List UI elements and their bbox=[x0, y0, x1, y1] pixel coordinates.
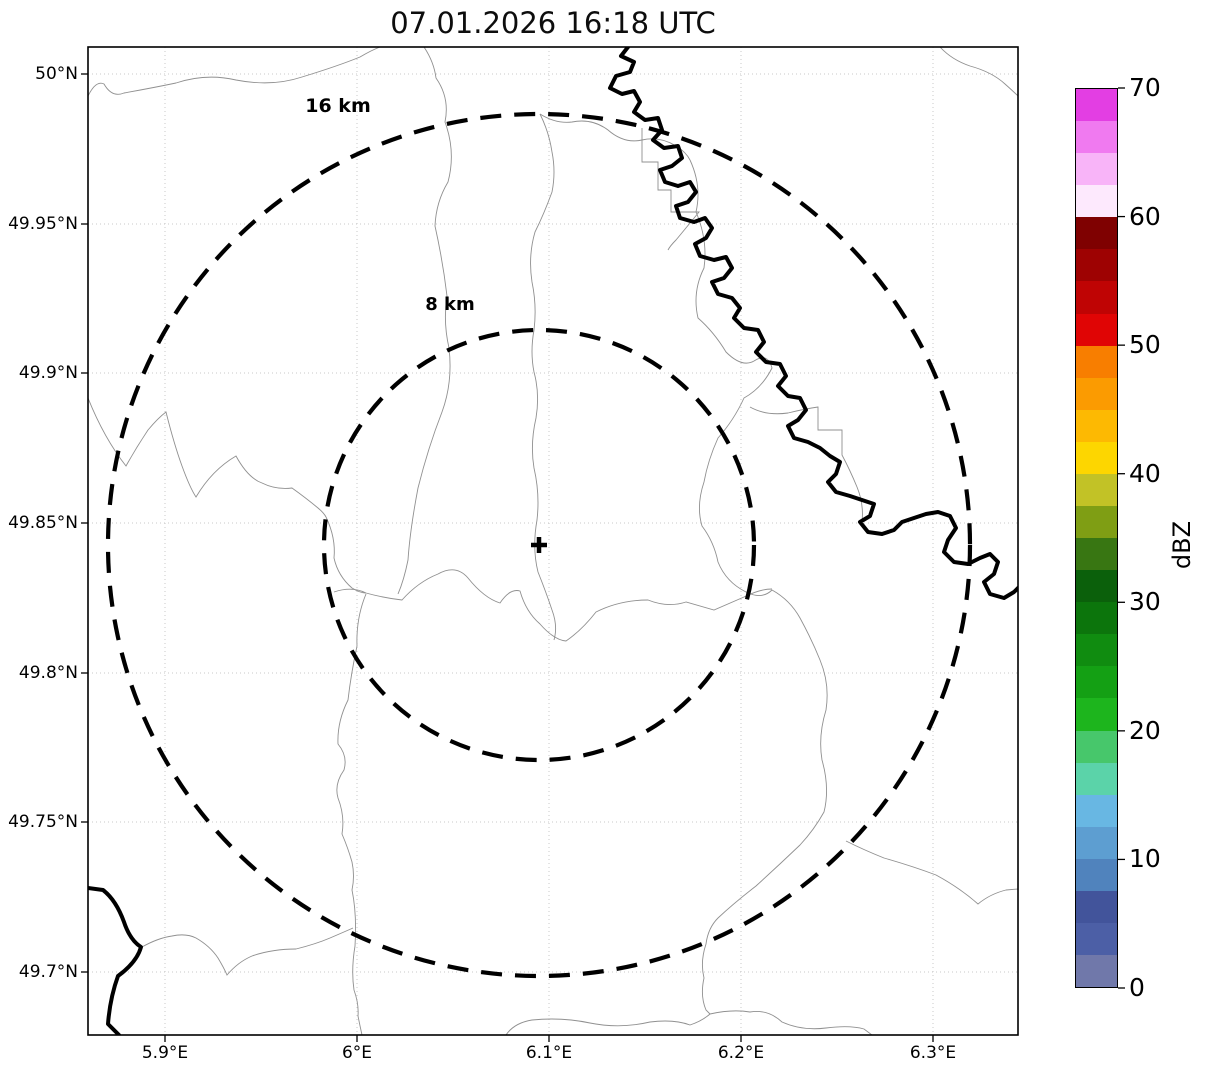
country-border-river bbox=[88, 47, 1018, 1035]
colorbar-segment bbox=[1076, 185, 1117, 218]
colorbar-segment bbox=[1076, 955, 1117, 988]
colorbar-tick-label: 30 bbox=[1129, 587, 1161, 617]
colorbar-segment bbox=[1076, 345, 1117, 378]
colorbar-segment bbox=[1076, 153, 1117, 186]
range-ring-16km-label: 16 km bbox=[305, 95, 371, 117]
x-tick-label: 6.1°E bbox=[525, 1043, 573, 1063]
colorbar-segment bbox=[1076, 794, 1117, 827]
admin-boundary-lines bbox=[88, 47, 1018, 1035]
colorbar-segment bbox=[1076, 666, 1117, 699]
y-tick-label: 49.75°N bbox=[8, 812, 78, 832]
colorbar-tick-label: 70 bbox=[1129, 73, 1161, 102]
x-tick-label: 6.3°E bbox=[909, 1043, 957, 1063]
colorbar-segment bbox=[1076, 89, 1117, 122]
y-tick-label: 49.7°N bbox=[18, 962, 78, 982]
colorbar-segment bbox=[1076, 826, 1117, 859]
colorbar-segment bbox=[1076, 121, 1117, 154]
colorbar-segment bbox=[1076, 506, 1117, 539]
y-tick-label: 50°N bbox=[35, 64, 78, 84]
colorbar-tick-label: 20 bbox=[1129, 715, 1161, 745]
x-tick-label: 5.9°E bbox=[141, 1043, 189, 1063]
y-tick-label: 49.8°N bbox=[18, 663, 78, 683]
colorbar-axis-label: dBZ bbox=[1168, 520, 1196, 570]
colorbar-segment bbox=[1076, 698, 1117, 731]
range-ring-8km bbox=[321, 327, 757, 763]
x-tick-label: 6°E bbox=[341, 1043, 373, 1063]
radar-site-marker bbox=[531, 537, 547, 553]
colorbar-tick-label: 60 bbox=[1129, 201, 1161, 231]
colorbar-segment bbox=[1076, 923, 1117, 956]
plot-title: 07.01.2026 16:18 UTC bbox=[390, 6, 716, 40]
colorbar-segment bbox=[1076, 441, 1117, 474]
y-tick-label: 49.85°N bbox=[8, 513, 78, 533]
range-ring-16km bbox=[105, 111, 973, 979]
colorbar-tick-label: 40 bbox=[1129, 458, 1161, 488]
range-ring-8km-label: 8 km bbox=[425, 294, 475, 315]
axes-frame bbox=[87, 46, 1019, 1036]
colorbar-segment bbox=[1076, 473, 1117, 507]
colorbar-segment bbox=[1076, 313, 1117, 346]
y-tick-label: 49.9°N bbox=[18, 363, 78, 383]
graticule-grid bbox=[88, 47, 1018, 1035]
colorbar-segment bbox=[1076, 249, 1117, 282]
colorbar-segment bbox=[1076, 602, 1117, 635]
axis-tick-marks bbox=[81, 73, 1125, 1042]
colorbar-segment bbox=[1076, 377, 1117, 410]
colorbar-segment bbox=[1076, 890, 1117, 924]
colorbar-tick-label: 10 bbox=[1129, 844, 1161, 874]
colorbar-segment bbox=[1076, 858, 1117, 891]
colorbar-segment bbox=[1076, 762, 1117, 795]
colorbar-segment bbox=[1076, 634, 1117, 667]
colorbar-segment bbox=[1076, 281, 1117, 314]
x-tick-label: 6.2°E bbox=[717, 1043, 765, 1063]
colorbar-segment bbox=[1076, 570, 1117, 603]
colorbar-segment bbox=[1076, 730, 1117, 763]
colorbar-tick-label: 0 bbox=[1129, 973, 1145, 1002]
y-tick-label: 49.95°N bbox=[8, 214, 78, 234]
colorbar-segment bbox=[1076, 538, 1117, 571]
colorbar-segment bbox=[1076, 409, 1117, 442]
colorbar-tick-label: 50 bbox=[1129, 330, 1161, 360]
colorbar-gradient bbox=[1075, 88, 1118, 988]
colorbar-segment bbox=[1076, 217, 1117, 250]
